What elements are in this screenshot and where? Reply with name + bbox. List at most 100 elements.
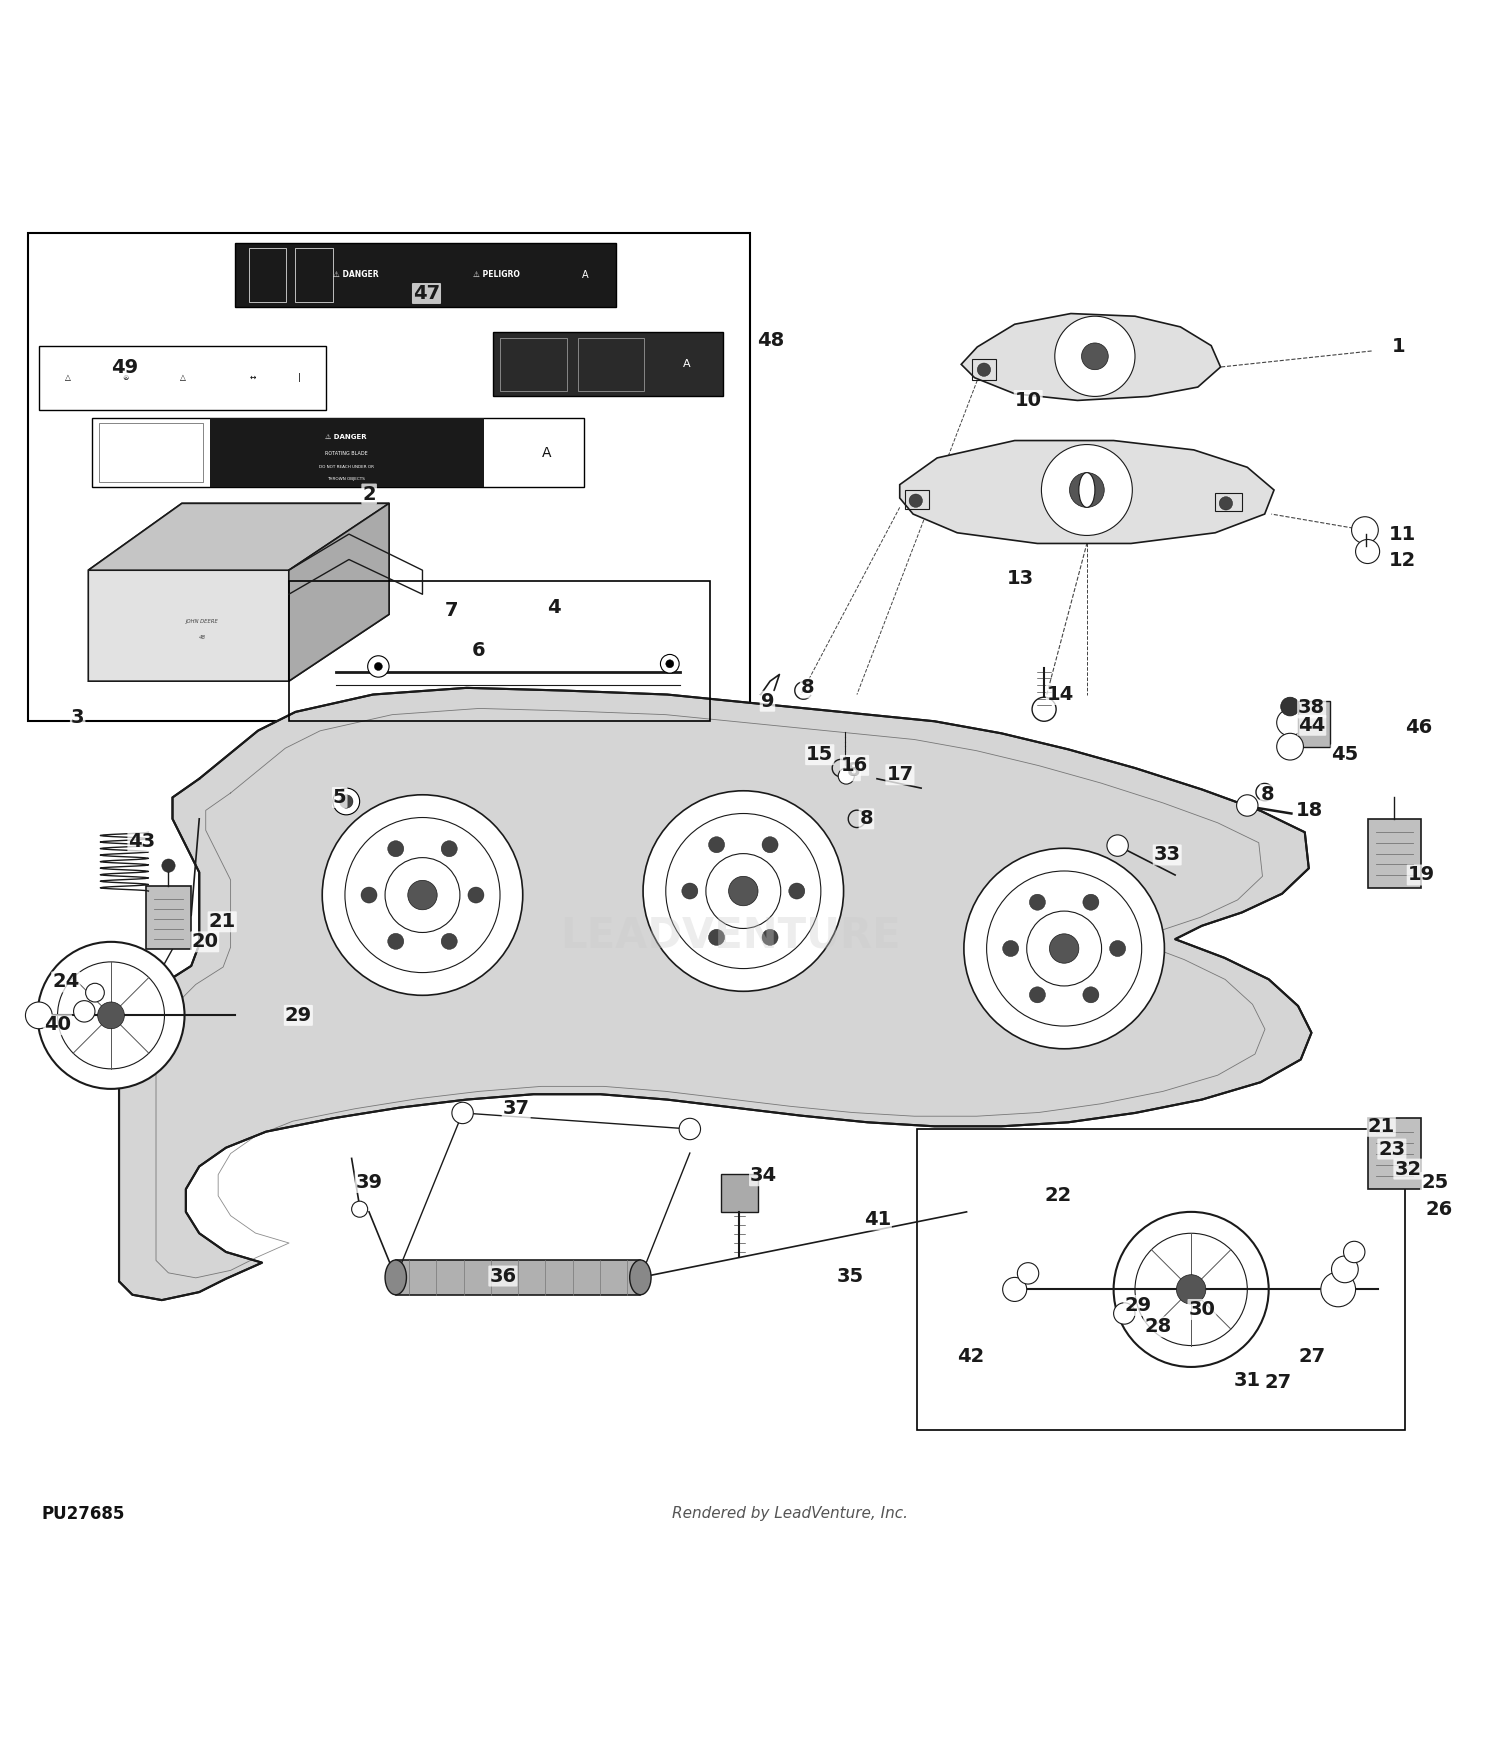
Circle shape — [387, 840, 404, 858]
Circle shape — [1276, 733, 1304, 760]
Text: LEADVENTURE: LEADVENTURE — [560, 914, 900, 956]
Ellipse shape — [630, 1260, 651, 1295]
Polygon shape — [88, 504, 388, 681]
Text: 25: 25 — [1420, 1172, 1449, 1192]
Circle shape — [1082, 343, 1108, 369]
Circle shape — [708, 836, 724, 852]
Circle shape — [1017, 1264, 1038, 1284]
Bar — [494, 332, 723, 397]
Text: 32: 32 — [1395, 1160, 1422, 1178]
Text: PU27685: PU27685 — [42, 1505, 125, 1522]
Circle shape — [1332, 1256, 1358, 1283]
Circle shape — [1352, 516, 1378, 544]
Text: THROWN OBJECTS: THROWN OBJECTS — [327, 478, 364, 481]
Circle shape — [909, 493, 922, 507]
Circle shape — [1113, 1211, 1269, 1367]
Text: 44: 44 — [1298, 716, 1326, 735]
Circle shape — [452, 1102, 474, 1124]
Circle shape — [1032, 696, 1056, 721]
Circle shape — [408, 880, 436, 910]
Text: 21: 21 — [1368, 1116, 1395, 1136]
Circle shape — [789, 884, 806, 900]
Text: Rendered by LeadVenture, Inc.: Rendered by LeadVenture, Inc. — [672, 1507, 908, 1521]
Circle shape — [468, 887, 484, 903]
Circle shape — [682, 884, 698, 900]
Text: 24: 24 — [53, 973, 80, 992]
Text: 34: 34 — [750, 1166, 777, 1185]
Circle shape — [762, 836, 778, 852]
Text: |: | — [298, 373, 302, 382]
Text: ↔: ↔ — [249, 373, 256, 382]
Circle shape — [1054, 317, 1136, 397]
Polygon shape — [900, 441, 1274, 544]
Text: 49: 49 — [111, 357, 138, 376]
Text: 29: 29 — [285, 1006, 312, 1026]
Bar — [296, 248, 333, 301]
Bar — [99, 424, 202, 481]
Circle shape — [86, 984, 105, 1003]
Circle shape — [333, 788, 360, 816]
Circle shape — [351, 1200, 368, 1218]
Text: 48: 48 — [198, 635, 206, 639]
Text: △: △ — [66, 373, 70, 382]
Text: 37: 37 — [503, 1099, 530, 1118]
Circle shape — [26, 1003, 53, 1029]
Circle shape — [441, 840, 458, 858]
Circle shape — [978, 362, 990, 376]
Polygon shape — [290, 504, 388, 681]
Text: 10: 10 — [1014, 390, 1041, 410]
Circle shape — [839, 768, 855, 784]
Text: ⊗: ⊗ — [123, 373, 129, 382]
Circle shape — [1107, 835, 1128, 856]
Circle shape — [1083, 987, 1100, 1003]
Text: ⚠ PELIGRO: ⚠ PELIGRO — [472, 270, 519, 280]
Circle shape — [762, 929, 778, 945]
Bar — [1215, 493, 1242, 511]
Circle shape — [680, 1118, 700, 1139]
Text: 43: 43 — [129, 831, 156, 850]
Circle shape — [57, 963, 165, 1069]
Text: 27: 27 — [1298, 1348, 1324, 1365]
Circle shape — [441, 933, 458, 950]
Circle shape — [345, 817, 500, 973]
Text: 33: 33 — [1154, 845, 1180, 864]
Text: 18: 18 — [1296, 802, 1323, 821]
Text: 36: 36 — [489, 1267, 516, 1286]
Text: 5: 5 — [333, 788, 346, 807]
Circle shape — [729, 877, 758, 906]
Circle shape — [1356, 539, 1380, 564]
Circle shape — [98, 1003, 124, 1029]
Ellipse shape — [386, 1260, 406, 1295]
Polygon shape — [1368, 819, 1420, 889]
Text: 9: 9 — [760, 691, 774, 710]
Circle shape — [660, 654, 680, 674]
Bar — [93, 418, 584, 487]
Text: 35: 35 — [837, 1267, 864, 1286]
Text: 47: 47 — [413, 284, 440, 303]
Bar — [290, 581, 710, 721]
Text: 27: 27 — [1264, 1374, 1292, 1393]
Circle shape — [1220, 497, 1233, 509]
Circle shape — [1070, 473, 1104, 508]
Text: 13: 13 — [1007, 569, 1034, 588]
Text: 26: 26 — [1425, 1200, 1452, 1218]
Bar — [720, 1174, 758, 1211]
Text: 2: 2 — [363, 485, 376, 504]
Text: 45: 45 — [1332, 746, 1359, 765]
Text: 42: 42 — [957, 1348, 984, 1365]
Circle shape — [1083, 894, 1100, 910]
Circle shape — [987, 872, 1142, 1026]
Circle shape — [1050, 934, 1078, 962]
Circle shape — [1041, 444, 1132, 536]
Circle shape — [1029, 987, 1045, 1003]
Text: 4: 4 — [548, 598, 561, 618]
Text: 20: 20 — [190, 933, 217, 952]
Polygon shape — [88, 504, 388, 570]
Text: JOHN DEERE: JOHN DEERE — [186, 618, 219, 623]
Circle shape — [666, 660, 674, 668]
Text: A: A — [542, 446, 552, 460]
Text: 31: 31 — [1234, 1370, 1262, 1390]
Text: 40: 40 — [44, 1015, 70, 1034]
Text: 19: 19 — [1407, 866, 1436, 884]
Bar — [972, 359, 996, 380]
